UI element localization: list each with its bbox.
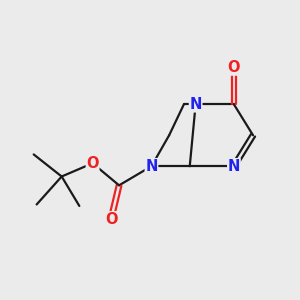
Text: N: N [228,159,240,174]
Text: N: N [145,159,158,174]
Text: N: N [190,97,202,112]
Text: O: O [228,60,240,75]
Text: O: O [106,212,118,227]
Text: O: O [86,156,99,171]
